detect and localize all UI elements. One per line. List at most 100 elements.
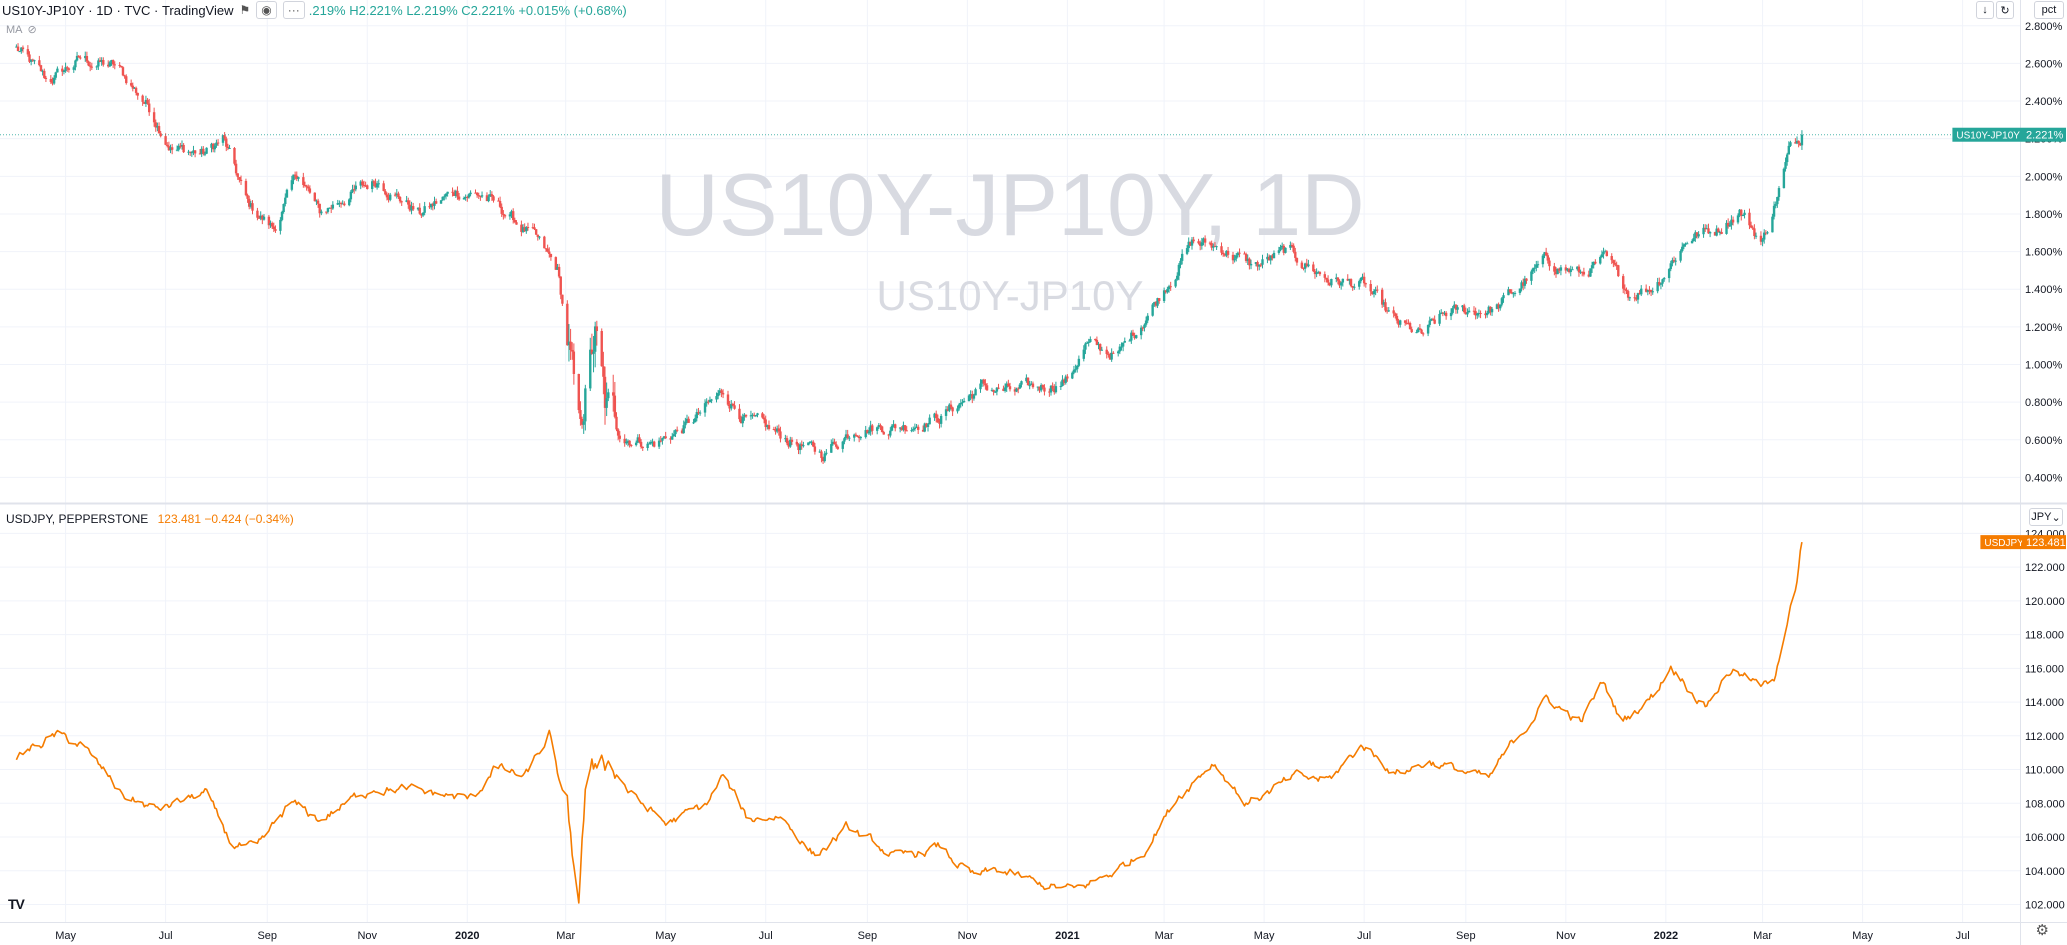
refresh-icon[interactable]: ↻ [1996,1,2014,19]
usdjpy-axis-tick: 118.000 [2025,630,2064,642]
candle-body [1384,302,1387,311]
more-icon[interactable]: ··· [282,1,305,19]
candle-body [1510,292,1513,294]
flag-icon[interactable]: ⚑ [239,3,251,17]
candle-body [972,395,976,399]
candle-body [400,201,403,203]
candle-body [452,192,456,196]
candle-body [902,425,905,430]
candle-body [1120,346,1123,348]
candle-body [385,194,389,198]
time-axis-label: Nov [357,930,377,942]
candle-body [152,112,156,123]
candle-body [982,379,985,384]
settings-icon[interactable]: ⚙ [2035,922,2049,939]
candle-body [531,227,535,229]
time-axis-label: Jul [1956,930,1970,942]
candle-body [131,85,135,89]
candle-body [877,425,881,428]
candle-body [659,440,662,442]
usdjpy-legend: USDJPY, PEPPERSTONE 123.481 −0.424 (−0.3… [6,512,294,526]
candle-body [1074,369,1077,371]
candle-body [1702,227,1705,235]
candle-body [1048,391,1051,393]
candle-body [1266,256,1269,260]
candle-body [248,198,251,207]
candle-body [389,194,392,200]
candle-body [325,211,328,213]
candle-body [1685,243,1689,245]
candle-body [1244,253,1248,261]
candle-body [236,173,239,178]
currency-select[interactable]: JPY ⌄ [2029,508,2063,526]
candle-body [1179,260,1182,265]
eye-icon[interactable]: ◉ [256,1,277,19]
usdjpy-symbol[interactable]: USDJPY, PEPPERSTONE [6,512,149,526]
candle-body [1717,228,1720,233]
candle-body [1312,264,1315,272]
candle-body [462,197,466,200]
usdjpy-price-badge-value-bg [2022,535,2066,550]
candle-body [336,203,339,205]
scale-mode-button[interactable]: pct [2034,1,2064,19]
candle-body [1077,358,1081,366]
candle-body [1295,257,1299,263]
ma-indicator[interactable]: MA ⊘ [6,23,37,37]
candle-body [995,387,999,392]
tradingview-logo[interactable]: TV [8,896,25,912]
candle-body [754,415,758,417]
candle-body [1774,204,1777,206]
candle-body [123,75,126,77]
candle-body [695,411,699,419]
candle-body [1484,313,1487,316]
candle-body [443,196,446,198]
spread-axis-tick: 2.400% [2025,96,2063,108]
candle-body [144,99,148,104]
candle-body [844,434,848,439]
candle-body [651,441,654,443]
candle-body [1013,389,1017,392]
candle-body [1146,315,1149,321]
candle-body [1441,312,1445,314]
interval-label[interactable]: 1D [96,2,113,18]
candle-body [1190,239,1194,246]
candle-body [1280,245,1284,248]
candle-body [1671,260,1674,264]
candle-body [595,326,599,332]
candle-body [777,428,781,432]
eye-off-icon[interactable]: ⊘ [27,24,37,36]
candle-body [1418,328,1422,330]
candle-body [1533,267,1536,269]
candle-body [720,390,723,393]
candle-body [867,431,871,434]
candle-body [684,421,687,426]
candle-body [1472,310,1476,312]
candle-body [1315,272,1318,275]
candle-body [1231,254,1235,261]
candle-body [1476,313,1479,316]
candle-body [1277,250,1281,253]
candle-body [77,55,80,58]
candle-body [992,389,995,392]
candle-body [1121,342,1125,347]
candle-body [1405,322,1408,324]
symbol-name[interactable]: US10Y-JP10Y [2,2,85,18]
candle-body [1564,267,1568,271]
candle-body [375,183,379,188]
candle-body [1248,258,1251,266]
candle-body [1582,271,1586,275]
candle-body [1085,342,1089,344]
candle-body [411,206,415,210]
arrow-down-icon[interactable]: ↓ [1976,1,1994,19]
candle-body [1202,238,1205,243]
candle-body [156,126,159,128]
candle-body [928,417,931,425]
candle-body [577,373,580,411]
candle-body [431,203,435,206]
candle-body [1797,140,1800,144]
candle-body [397,193,400,197]
usdjpy-price-badge-value: 123.481 [2026,537,2066,549]
candle-body [959,403,963,405]
candle-body [526,226,530,228]
